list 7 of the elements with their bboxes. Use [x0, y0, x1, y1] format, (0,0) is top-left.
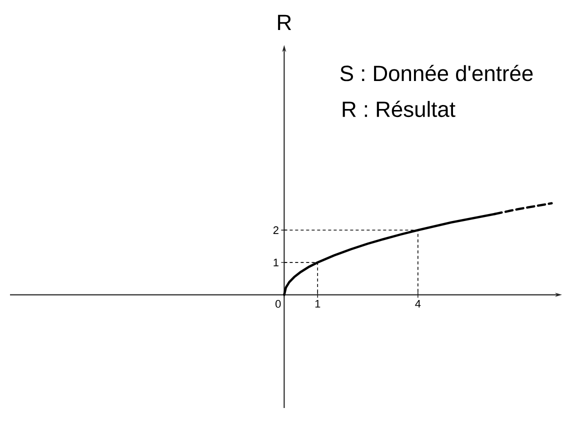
y-axis-title: R [278, 14, 292, 30]
x-tick-label: 0 [276, 300, 281, 308]
annotation: S : Donnée d'entrée [340, 64, 533, 82]
y-tick-label: 2 [273, 226, 278, 234]
annotation: R : Résultat [342, 100, 456, 118]
x-tick-label: 4 [415, 300, 421, 308]
x-tick-label: 1 [315, 300, 320, 308]
